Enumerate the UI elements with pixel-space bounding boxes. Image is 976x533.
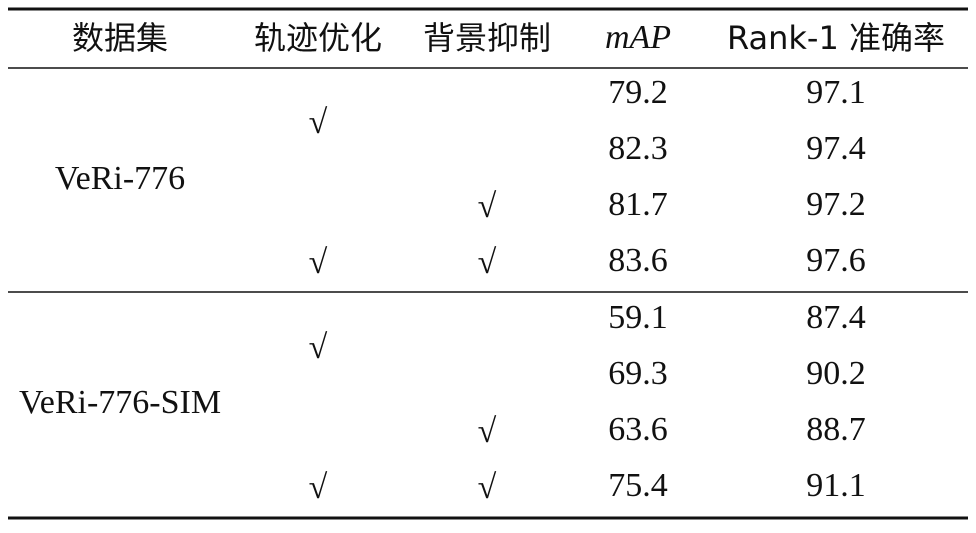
value-cell: 82.3 xyxy=(608,130,668,167)
value-cell: 81.7 xyxy=(608,186,668,223)
value-cell: 79.2 xyxy=(608,74,668,111)
value-cell: 87.4 xyxy=(806,299,866,336)
value-cell: 59.1 xyxy=(608,299,668,336)
check-mark: √ xyxy=(478,244,497,281)
value-cell: 90.2 xyxy=(806,355,866,392)
check-mark: √ xyxy=(478,188,497,225)
value-cell: 97.1 xyxy=(806,74,866,111)
dataset-cell: VeRi-776-SIM xyxy=(19,384,221,421)
check-mark: √ xyxy=(309,104,328,141)
check-mark: √ xyxy=(309,244,328,281)
value-cell: 83.6 xyxy=(608,242,668,279)
header-cell: 数据集 xyxy=(72,19,168,57)
header-cell: mAP xyxy=(605,19,671,56)
value-cell: 91.1 xyxy=(806,467,866,504)
value-cell: 69.3 xyxy=(608,355,668,392)
value-cell: 63.6 xyxy=(608,411,668,448)
header-cell: 背景抑制 xyxy=(423,19,551,57)
header-cell: Rank-1 准确率 xyxy=(727,19,945,57)
check-mark: √ xyxy=(478,413,497,450)
header-cell: 轨迹优化 xyxy=(254,19,382,57)
value-cell: 88.7 xyxy=(806,411,866,448)
check-mark: √ xyxy=(478,469,497,506)
check-mark: √ xyxy=(309,329,328,366)
check-mark: √ xyxy=(309,469,328,506)
value-cell: 97.4 xyxy=(806,130,866,167)
value-cell: 75.4 xyxy=(608,467,668,504)
value-cell: 97.6 xyxy=(806,242,866,279)
value-cell: 97.2 xyxy=(806,186,866,223)
dataset-cell: VeRi-776 xyxy=(55,160,185,197)
